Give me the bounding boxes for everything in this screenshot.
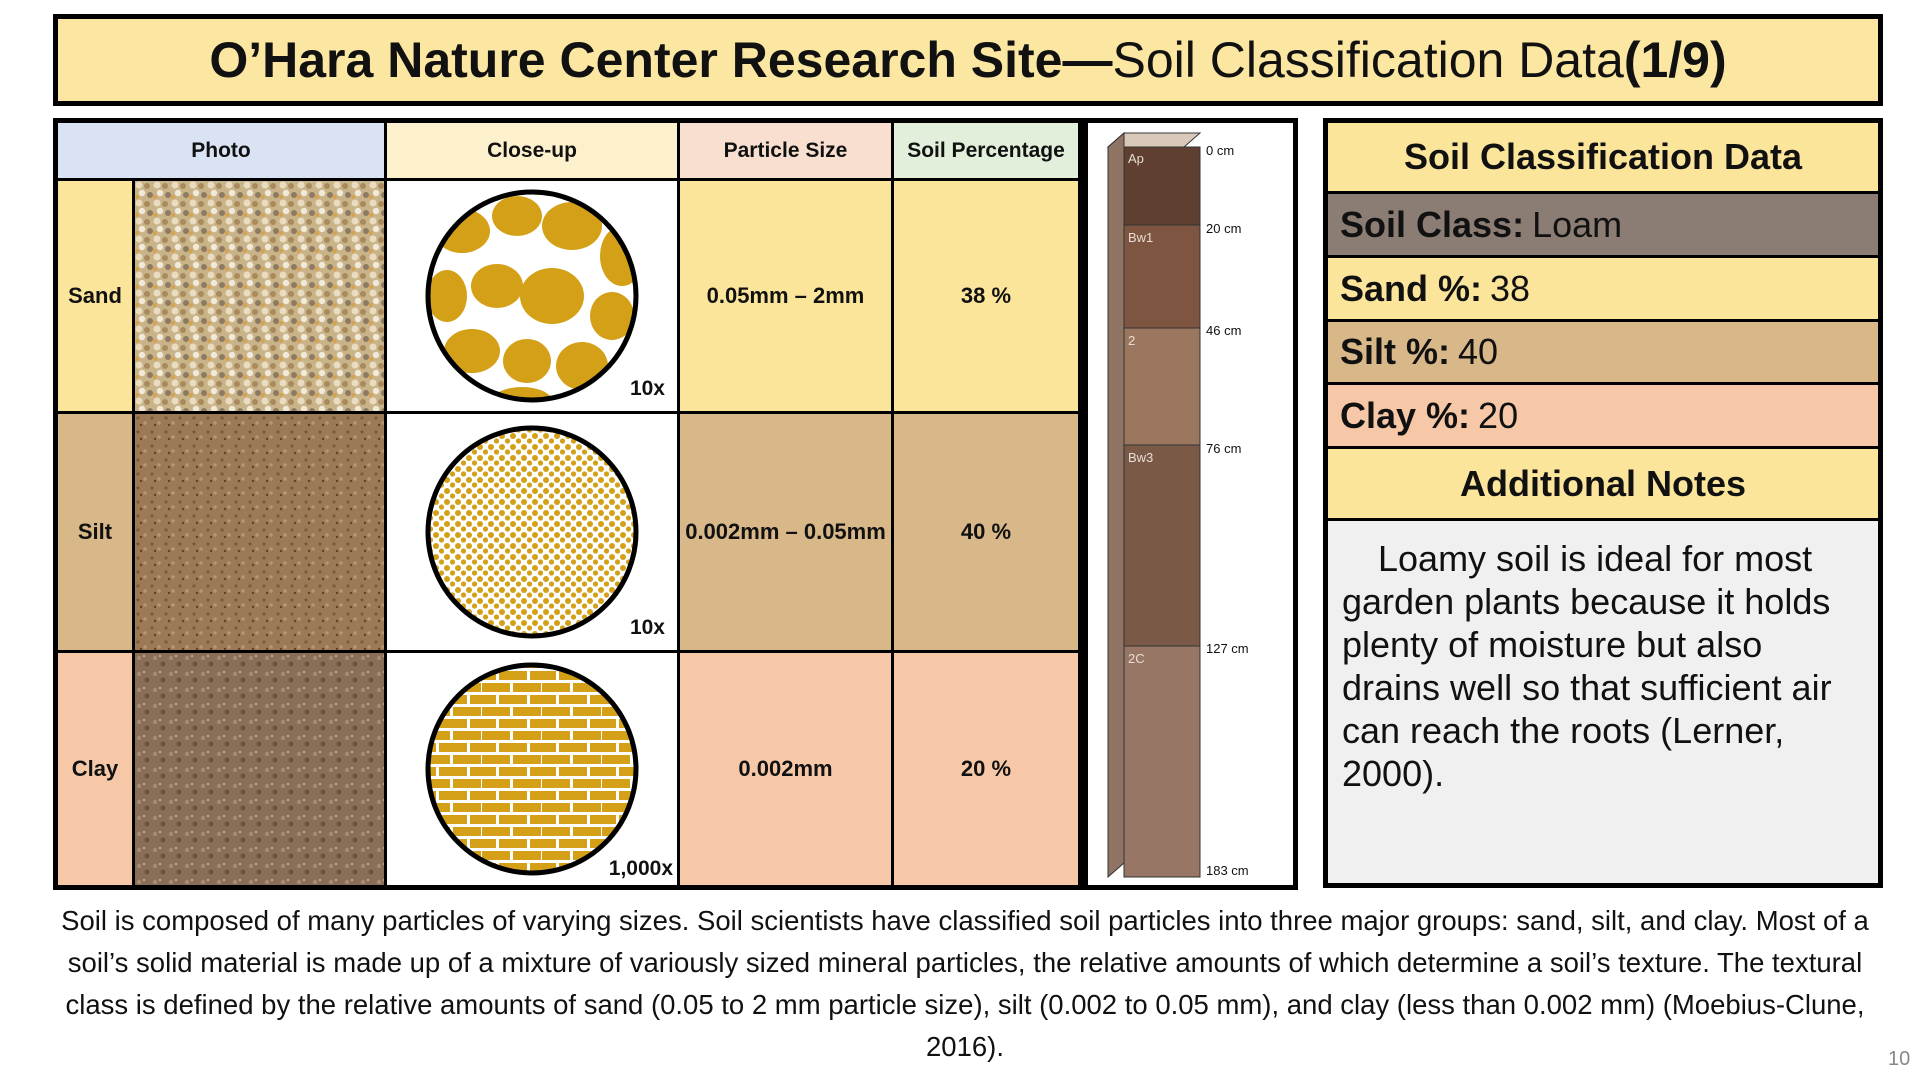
page-number: 10 [1888, 1048, 1911, 1070]
clay-particle-size: 0.002mm [680, 653, 891, 885]
silt-particle-size: 0.002mm – 0.05mm [680, 414, 891, 650]
clay-texture-image [135, 653, 384, 885]
sand-closeup-circle [425, 189, 639, 403]
sand-magnification: 10x [629, 377, 665, 400]
silt-closeup: 10x [387, 414, 677, 650]
header-soil-percentage: Soil Percentage [894, 123, 1078, 178]
header-particle-size: Particle Size [680, 123, 891, 178]
sand-particle-size: 0.05mm – 2mm [680, 181, 891, 411]
depth-0: 0 cm [1206, 143, 1234, 158]
title-bold: O’Hara Nature Center Research Site— [209, 32, 1113, 88]
depth-183: 183 cm [1206, 863, 1249, 878]
horizon-bw1: Bw1 [1128, 230, 1153, 245]
depth-76: 76 cm [1206, 441, 1241, 456]
horizon-ap: Ap [1128, 151, 1144, 166]
caption-text: Soil is composed of many particles of va… [61, 905, 1869, 1062]
page-title: O’Hara Nature Center Research Site— Soil … [53, 14, 1883, 106]
sand-value: 38 [1490, 267, 1531, 309]
depth-127: 127 cm [1206, 641, 1249, 656]
horizon-2: 2 [1128, 333, 1135, 348]
silt-value: 40 [1458, 331, 1499, 372]
summary-panel: Soil Classification Data Soil Class: Loam… [1323, 118, 1883, 888]
soil-profile: Ap Bw1 2 Bw3 2C 0 cm 20 cm 46 cm 76 cm 1… [1083, 118, 1298, 890]
sand-percentage: 38 % [894, 181, 1078, 411]
sand-label: Sand %: [1340, 267, 1483, 309]
row-label-silt: Silt [58, 414, 132, 650]
silt-texture-image [135, 414, 384, 650]
row-label-clay: Clay [58, 653, 132, 885]
sand-photo [135, 181, 384, 411]
silt-label: Silt %: [1340, 331, 1451, 372]
header-closeup: Close-up [387, 123, 677, 178]
clay-percentage: 20 % [894, 653, 1078, 885]
clay-closeup: 1,000x [387, 653, 677, 885]
soil-class-row: Soil Class: Loam [1328, 194, 1878, 255]
silt-closeup-circle [425, 425, 639, 639]
sand-texture-image [135, 181, 384, 411]
clay-magnification: 1,000x [608, 857, 673, 880]
clay-row: Clay %: 20 [1328, 385, 1878, 446]
sand-row: Sand %: 38 [1328, 258, 1878, 319]
clay-photo [135, 653, 384, 885]
silt-photo [135, 414, 384, 650]
notes-text: Loamy soil is ideal for most garden plan… [1328, 521, 1878, 883]
depth-46: 46 cm [1206, 323, 1241, 338]
silt-percentage: 40 % [894, 414, 1078, 650]
clay-label: Clay %: [1340, 394, 1471, 436]
depth-20: 20 cm [1206, 221, 1241, 236]
sand-closeup: 10x [387, 181, 677, 411]
title-suffix: (1/9) [1623, 32, 1727, 88]
soil-profile-diagram: Ap Bw1 2 Bw3 2C 0 cm 20 cm 46 cm 76 cm 1… [1106, 131, 1249, 879]
clay-closeup-circle [425, 662, 639, 876]
horizon-2c: 2C [1128, 651, 1145, 666]
header-photo: Photo [58, 123, 384, 178]
silt-row: Silt %: 40 [1328, 322, 1878, 382]
clay-value: 20 [1478, 394, 1519, 436]
row-label-sand: Sand [58, 181, 132, 411]
title-regular: Soil Classification Data [1112, 32, 1624, 88]
summary-heading: Soil Classification Data [1328, 123, 1878, 191]
silt-magnification: 10x [629, 616, 665, 639]
soil-class-label: Soil Class: [1340, 203, 1525, 245]
soil-table: Photo Close-up Particle Size Soil Percen… [53, 118, 1083, 890]
horizon-bw3: Bw3 [1128, 450, 1153, 465]
notes-heading: Additional Notes [1328, 449, 1878, 518]
soil-class-value: Loam [1532, 203, 1623, 245]
